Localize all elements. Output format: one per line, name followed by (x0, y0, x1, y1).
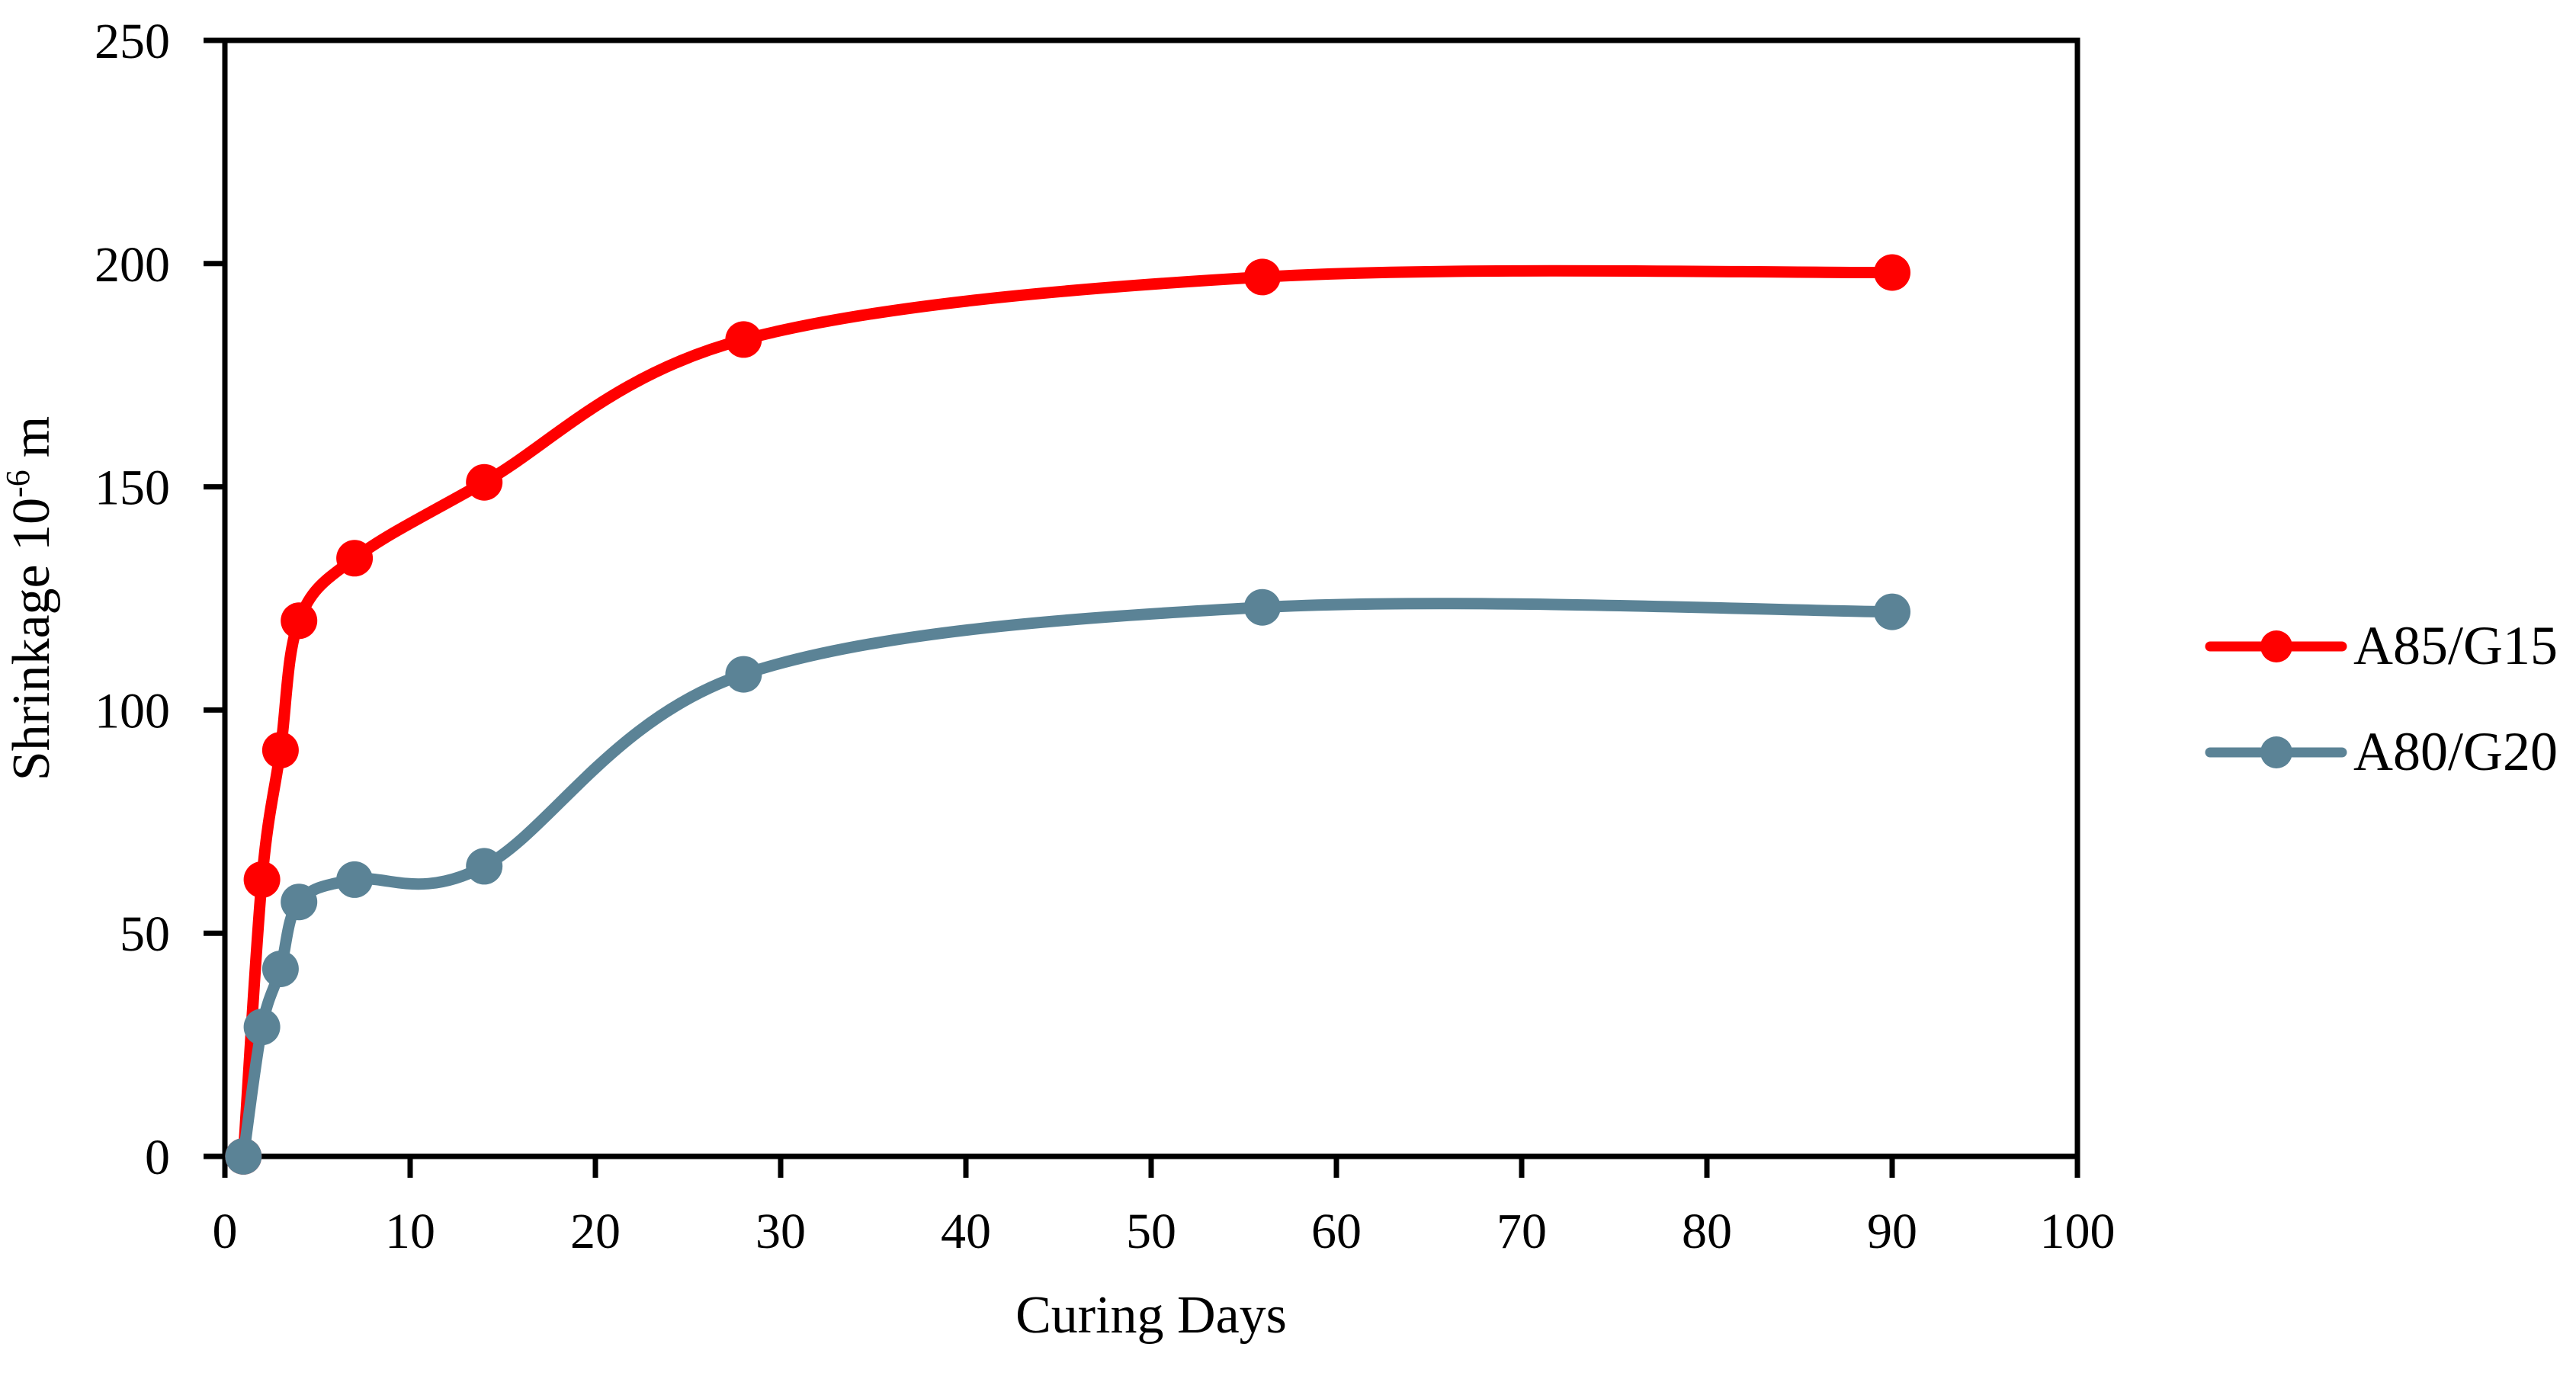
x-tick-label: 10 (385, 1204, 435, 1259)
legend-marker-a85g15 (2260, 630, 2292, 662)
x-tick-label: 80 (1682, 1204, 1732, 1259)
data-point-marker (1243, 588, 1281, 626)
data-point-marker (225, 1138, 262, 1175)
data-point-marker (281, 602, 318, 640)
x-tick-label: 0 (213, 1204, 238, 1259)
data-point-marker (336, 861, 374, 898)
y-tick-label: 100 (95, 683, 170, 739)
data-point-marker (466, 463, 503, 501)
x-tick-label: 90 (1867, 1204, 1917, 1259)
data-point-marker (261, 732, 299, 769)
legend-item-a85g15: A85/G15 (2205, 615, 2558, 676)
legend-marker-a80g20 (2260, 736, 2292, 768)
y-tick-label: 0 (145, 1130, 170, 1185)
y-axis-title-superscript: -6 (0, 470, 37, 498)
series-line (237, 265, 1898, 1163)
data-point-marker (1243, 258, 1281, 296)
x-tick-label: 70 (1497, 1204, 1547, 1259)
series-a85g15 (225, 254, 1910, 1175)
y-tick-label: 200 (95, 237, 170, 293)
x-tick-label: 50 (1126, 1204, 1176, 1259)
data-point-marker (243, 1009, 281, 1046)
legend-label-a85g15: A85/G15 (2353, 615, 2558, 676)
y-tick-label: 150 (95, 460, 170, 516)
x-tick-label: 60 (1311, 1204, 1362, 1259)
y-axis-title: Shrinkage 10-6 m (0, 416, 61, 781)
data-point-marker (281, 884, 318, 921)
axes: 0 10 20 30 40 50 60 70 80 90 100 0 50 100 150 200 250 (95, 14, 2116, 1259)
data-point-marker (725, 656, 762, 693)
data-point-marker (243, 861, 281, 898)
y-axis-title-unit: m (2, 416, 61, 457)
x-tick-label: 40 (941, 1204, 991, 1259)
legend: A85/G15 A80/G20 (2205, 615, 2558, 782)
y-tick-label: 50 (120, 906, 170, 962)
data-point-marker (1874, 254, 1910, 291)
x-tick-label: 100 (2040, 1204, 2116, 1259)
data-point-marker (1874, 593, 1910, 630)
x-tick-label: 20 (570, 1204, 621, 1259)
data-point-marker (466, 848, 503, 885)
x-axis-title: Curing Days (1015, 1286, 1287, 1345)
data-point-marker (261, 951, 299, 987)
y-axis-title-main: Shrinkage 10 (2, 498, 61, 781)
y-tick-label: 250 (95, 14, 170, 69)
legend-item-a80g20: A80/G20 (2205, 721, 2558, 782)
x-tick-label: 30 (755, 1204, 806, 1259)
plot-area-border (222, 37, 2080, 1159)
data-point-marker (336, 540, 374, 577)
series-a80g20 (225, 588, 1910, 1175)
data-point-marker (725, 321, 762, 358)
series-plot (225, 254, 1910, 1175)
legend-label-a80g20: A80/G20 (2353, 721, 2558, 782)
